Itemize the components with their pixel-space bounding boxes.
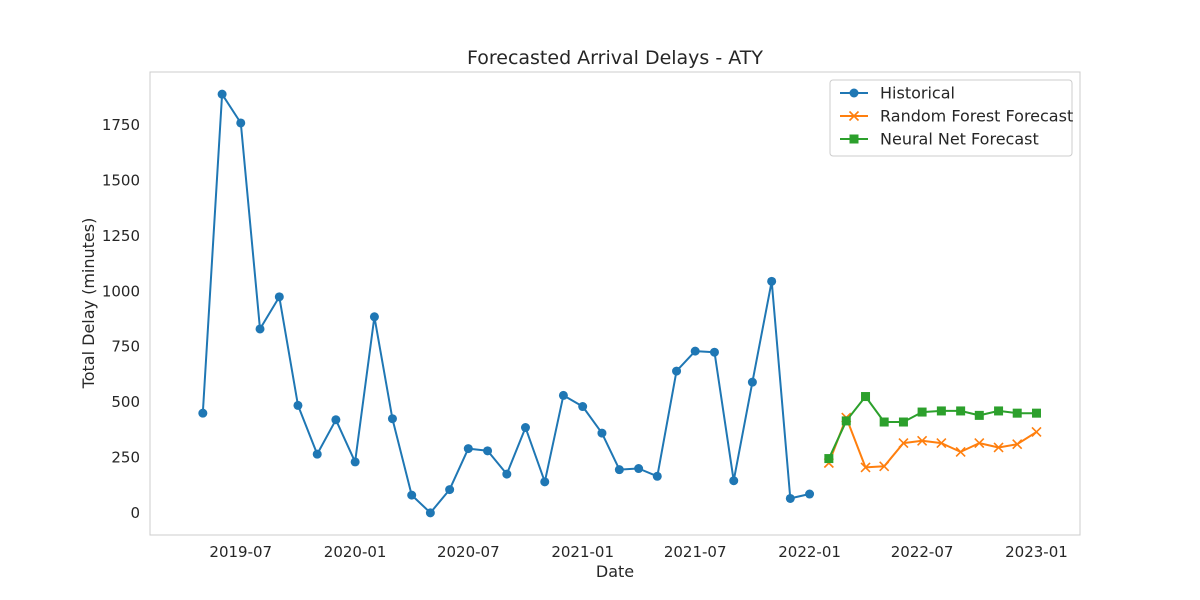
series-0 (198, 89, 815, 518)
data-point (1012, 408, 1022, 418)
data-point (558, 390, 568, 400)
data-point (805, 489, 815, 499)
data-point (652, 471, 662, 481)
data-point (312, 449, 322, 459)
data-point (974, 410, 984, 420)
data-point (956, 406, 966, 416)
data-point (848, 110, 860, 122)
data-point (236, 118, 246, 128)
data-point (860, 462, 871, 473)
series-layer (198, 89, 1042, 518)
data-point (936, 406, 946, 416)
data-point (350, 457, 360, 467)
data-point (387, 414, 397, 424)
series-1 (823, 412, 1042, 473)
data-point (879, 417, 889, 427)
y-tick-label: 1000 (102, 282, 140, 300)
y-tick-label: 1500 (102, 172, 140, 190)
x-tick-label: 2020-07 (437, 543, 500, 561)
x-tick-label: 2022-01 (778, 543, 841, 561)
y-tick-label: 0 (130, 504, 140, 522)
data-point (849, 88, 859, 98)
data-point (824, 454, 834, 464)
data-point (198, 408, 208, 418)
y-axis-ticks: 0 250 500 750 1000 1250 1500 1750 (102, 116, 140, 522)
x-axis-ticks: 2019-07 2020-01 2020-07 2021-01 2021-07 2022-… (209, 543, 1067, 561)
data-point (445, 485, 455, 495)
chart-title: Forecasted Arrival Delays - ATY (467, 47, 763, 69)
data-point (955, 446, 966, 457)
x-tick-label: 2019-07 (209, 543, 272, 561)
legend-item: Historical (840, 84, 955, 103)
data-point (672, 366, 682, 376)
data-point (1031, 426, 1042, 438)
x-axis-label: Date (596, 562, 634, 581)
data-point (936, 437, 947, 449)
data-point (917, 435, 928, 446)
data-point (634, 464, 644, 474)
legend-label: Neural Net Forecast (880, 130, 1039, 149)
x-tick-label: 2022-07 (891, 543, 954, 561)
series-line (827, 416, 1038, 469)
data-point (540, 477, 550, 487)
data-point (331, 415, 341, 425)
data-point (767, 276, 777, 286)
data-point (1012, 439, 1023, 450)
y-axis-label: Total Delay (minutes) (79, 218, 98, 390)
data-point (520, 423, 530, 433)
data-point (747, 377, 757, 387)
data-point (483, 446, 493, 456)
legend-item: Neural Net Forecast (840, 130, 1039, 149)
data-point (1031, 408, 1041, 418)
data-point (369, 312, 379, 322)
legend-frame (829, 79, 1073, 157)
data-point (785, 493, 795, 503)
data-point (861, 392, 871, 402)
data-point (917, 407, 927, 417)
data-point (217, 89, 227, 99)
legend-item: Random Forest Forecast (840, 107, 1073, 126)
data-point (994, 406, 1004, 416)
data-point (849, 134, 859, 144)
x-tick-label: 2023-01 (1005, 543, 1068, 561)
data-point (597, 428, 607, 438)
legend: Historical Random Forest Forecast Neural N… (829, 79, 1073, 157)
data-point (879, 461, 890, 472)
data-point (463, 444, 473, 454)
data-point (502, 469, 512, 479)
data-point (993, 442, 1004, 453)
data-point (841, 416, 851, 426)
y-tick-label: 1250 (102, 227, 140, 245)
data-point (578, 402, 588, 412)
data-point (690, 346, 700, 356)
series-2 (824, 392, 1041, 464)
legend-label: Random Forest Forecast (880, 107, 1073, 126)
data-point (898, 437, 909, 449)
data-point (407, 490, 417, 500)
x-tick-label: 2020-01 (324, 543, 387, 561)
y-tick-label: 500 (111, 393, 140, 411)
data-point (274, 292, 284, 302)
data-point (614, 465, 624, 475)
y-tick-label: 1750 (102, 116, 140, 134)
data-point (293, 400, 303, 410)
data-point (729, 476, 739, 486)
y-tick-label: 250 (111, 448, 140, 466)
x-tick-label: 2021-07 (664, 543, 727, 561)
data-point (709, 347, 719, 357)
data-point (425, 508, 435, 518)
x-tick-label: 2021-01 (551, 543, 614, 561)
data-point (255, 324, 265, 334)
data-point (974, 437, 985, 449)
legend-label: Historical (880, 84, 955, 103)
data-point (898, 417, 908, 427)
y-tick-label: 750 (111, 338, 140, 356)
